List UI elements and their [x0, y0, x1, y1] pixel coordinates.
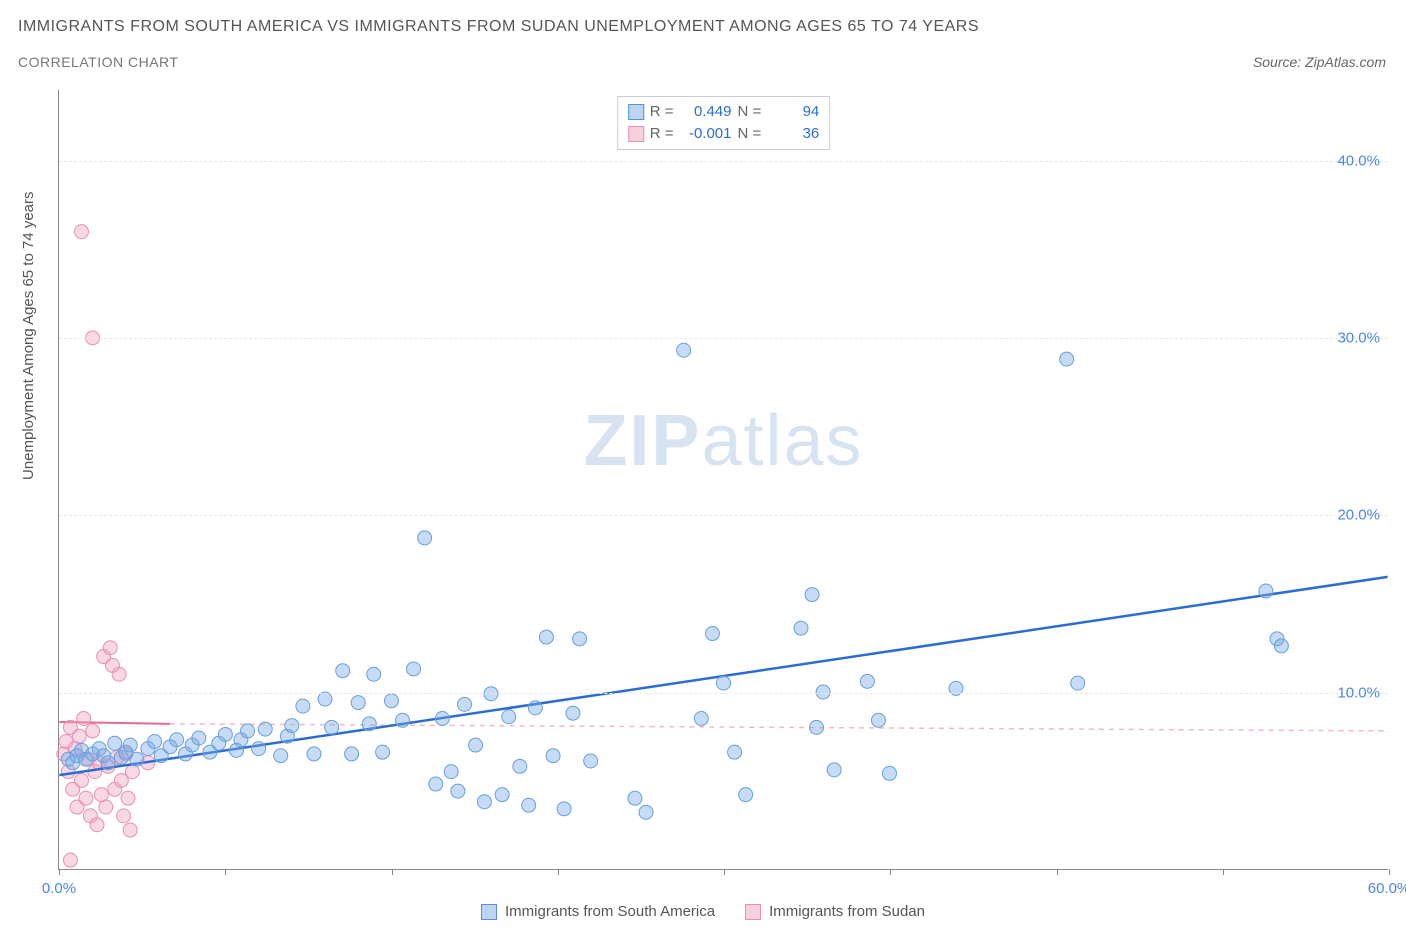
x-tick — [1389, 869, 1390, 875]
y-tick-label: 40.0% — [1337, 152, 1380, 169]
source-label: Source: ZipAtlas.com — [1253, 54, 1386, 70]
x-tick — [1057, 869, 1058, 875]
chart-title: IMMIGRANTS FROM SOUTH AMERICA VS IMMIGRA… — [18, 18, 979, 36]
legend-row-blue: R = 0.449 N = 94 — [628, 101, 820, 123]
chart-subtitle: CORRELATION CHART — [18, 54, 178, 70]
x-tick — [392, 869, 393, 875]
x-tick — [724, 869, 725, 875]
x-tick — [558, 869, 559, 875]
x-tick-label: 0.0% — [42, 880, 76, 897]
chart-plot-area: ZIPatlas R = 0.449 N = 94 R = -0.001 N =… — [58, 90, 1388, 870]
n-label-blue: N = — [738, 101, 762, 123]
swatch-blue-icon — [481, 904, 497, 920]
n-value-pink: 36 — [767, 123, 819, 145]
r-label-pink: R = — [650, 123, 674, 145]
swatch-pink-icon — [628, 126, 644, 142]
gridline — [59, 515, 1388, 516]
r-value-pink: -0.001 — [680, 123, 732, 145]
scatter-svg — [59, 90, 1388, 869]
x-tick-label: 60.0% — [1368, 880, 1406, 897]
x-tick — [890, 869, 891, 875]
x-tick — [59, 869, 60, 875]
gridline — [59, 338, 1388, 339]
x-tick — [225, 869, 226, 875]
r-value-blue: 0.449 — [680, 101, 732, 123]
gridline — [59, 693, 1388, 694]
legend-item-pink: Immigrants from Sudan — [745, 903, 925, 920]
gridline — [59, 161, 1388, 162]
swatch-pink-icon — [745, 904, 761, 920]
y-tick-label: 20.0% — [1337, 507, 1380, 524]
legend-bottom: Immigrants from South America Immigrants… — [481, 903, 925, 920]
y-axis-label: Unemployment Among Ages 65 to 74 years — [20, 191, 37, 480]
r-label-blue: R = — [650, 101, 674, 123]
legend-item-blue: Immigrants from South America — [481, 903, 715, 920]
x-tick — [1223, 869, 1224, 875]
swatch-blue-icon — [628, 104, 644, 120]
y-tick-label: 10.0% — [1337, 684, 1380, 701]
legend-label-blue: Immigrants from South America — [505, 903, 715, 920]
y-tick-label: 30.0% — [1337, 330, 1380, 347]
n-label-pink: N = — [738, 123, 762, 145]
legend-row-pink: R = -0.001 N = 36 — [628, 123, 820, 145]
legend-label-pink: Immigrants from Sudan — [769, 903, 925, 920]
correlation-legend: R = 0.449 N = 94 R = -0.001 N = 36 — [617, 96, 831, 150]
n-value-blue: 94 — [767, 101, 819, 123]
